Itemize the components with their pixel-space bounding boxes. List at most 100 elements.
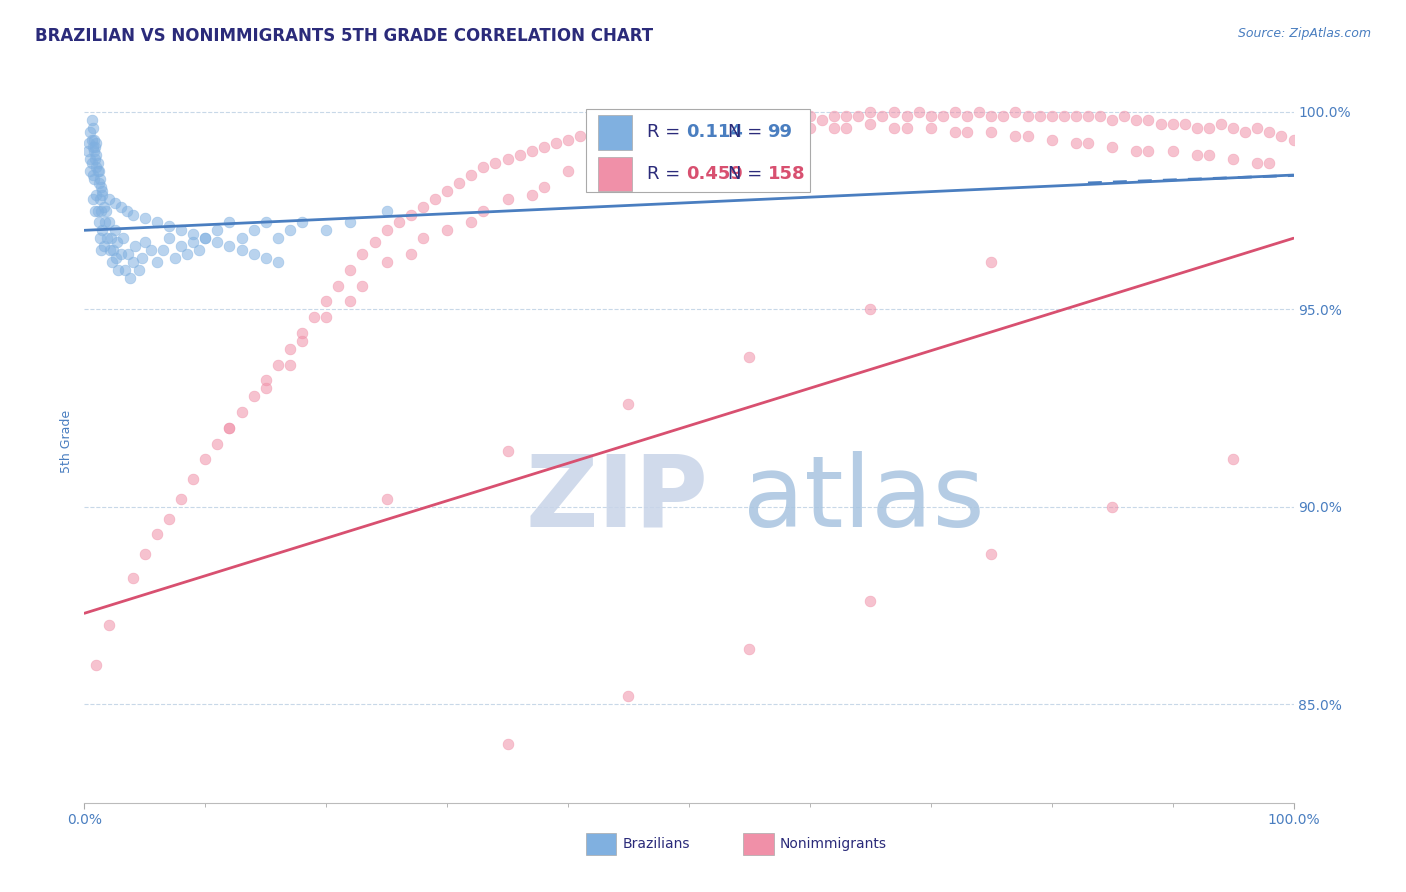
- Point: [134, 211, 156, 226]
- Point: [218, 215, 240, 229]
- Point: [617, 689, 640, 703]
- Point: [152, 243, 174, 257]
- Point: [1246, 120, 1268, 135]
- Point: [460, 168, 482, 182]
- Point: [980, 125, 1002, 139]
- Point: [93, 239, 115, 253]
- Point: [1064, 136, 1087, 151]
- Point: [315, 294, 337, 309]
- Point: [654, 125, 676, 139]
- Point: [86, 148, 108, 162]
- Point: [920, 109, 942, 123]
- Point: [83, 172, 105, 186]
- Point: [103, 243, 125, 257]
- Point: [1004, 104, 1026, 119]
- Point: [751, 117, 773, 131]
- Point: [254, 251, 277, 265]
- Point: [1185, 120, 1208, 135]
- Point: [593, 156, 616, 170]
- Point: [993, 109, 1015, 123]
- Point: [1101, 500, 1123, 514]
- Point: [932, 109, 955, 123]
- Point: [859, 117, 882, 131]
- Point: [315, 310, 337, 325]
- Point: [967, 104, 990, 119]
- Point: [1149, 117, 1171, 131]
- Point: [352, 278, 374, 293]
- Point: [82, 140, 104, 154]
- Point: [91, 184, 114, 198]
- Point: [86, 136, 108, 151]
- Point: [690, 120, 713, 135]
- Point: [77, 145, 100, 159]
- Point: [181, 472, 204, 486]
- Point: [231, 231, 253, 245]
- Point: [412, 231, 434, 245]
- Point: [231, 243, 253, 257]
- Point: [104, 251, 127, 265]
- Point: [194, 231, 217, 245]
- Point: [1222, 120, 1244, 135]
- Point: [859, 594, 882, 608]
- Text: Nonimmigrants: Nonimmigrants: [780, 837, 887, 851]
- Point: [267, 358, 290, 372]
- Point: [738, 641, 761, 656]
- Point: [375, 223, 398, 237]
- Point: [352, 247, 374, 261]
- Point: [617, 148, 640, 162]
- Point: [1088, 109, 1111, 123]
- Point: [375, 203, 398, 218]
- Text: BRAZILIAN VS NONIMMIGRANTS 5TH GRADE CORRELATION CHART: BRAZILIAN VS NONIMMIGRANTS 5TH GRADE COR…: [35, 27, 654, 45]
- Point: [139, 243, 162, 257]
- Point: [520, 187, 543, 202]
- Point: [1028, 109, 1050, 123]
- Point: [146, 527, 169, 541]
- Point: [786, 112, 808, 127]
- Text: R =: R =: [647, 165, 686, 183]
- Point: [835, 109, 858, 123]
- Point: [134, 235, 156, 249]
- Point: [472, 160, 495, 174]
- Point: [107, 262, 129, 277]
- Point: [120, 270, 142, 285]
- Point: [97, 618, 120, 632]
- Point: [254, 381, 277, 395]
- Point: [124, 239, 146, 253]
- Point: [678, 117, 700, 131]
- Point: [1077, 136, 1099, 151]
- Point: [242, 389, 264, 403]
- Point: [181, 235, 204, 249]
- Point: [509, 148, 531, 162]
- Point: [128, 262, 150, 277]
- Point: [267, 255, 290, 269]
- Point: [80, 156, 103, 170]
- Point: [1064, 109, 1087, 123]
- Point: [100, 231, 122, 245]
- Point: [1040, 132, 1063, 146]
- Text: Source: ZipAtlas.com: Source: ZipAtlas.com: [1237, 27, 1371, 40]
- Point: [581, 164, 603, 178]
- Point: [90, 203, 112, 218]
- Point: [165, 251, 187, 265]
- Point: [412, 200, 434, 214]
- Point: [1258, 125, 1281, 139]
- Point: [105, 235, 128, 249]
- Point: [80, 112, 103, 127]
- Point: [146, 255, 169, 269]
- Point: [920, 120, 942, 135]
- Point: [823, 120, 845, 135]
- Point: [762, 112, 785, 127]
- Point: [339, 262, 361, 277]
- Point: [170, 223, 193, 237]
- Point: [399, 247, 422, 261]
- Point: [811, 112, 834, 127]
- Point: [883, 104, 905, 119]
- Point: [1270, 128, 1292, 143]
- Point: [714, 120, 737, 135]
- Text: ZIP: ZIP: [526, 450, 709, 548]
- Point: [94, 203, 117, 218]
- Point: [775, 117, 797, 131]
- Point: [91, 187, 114, 202]
- Point: [1125, 112, 1147, 127]
- Point: [121, 207, 143, 221]
